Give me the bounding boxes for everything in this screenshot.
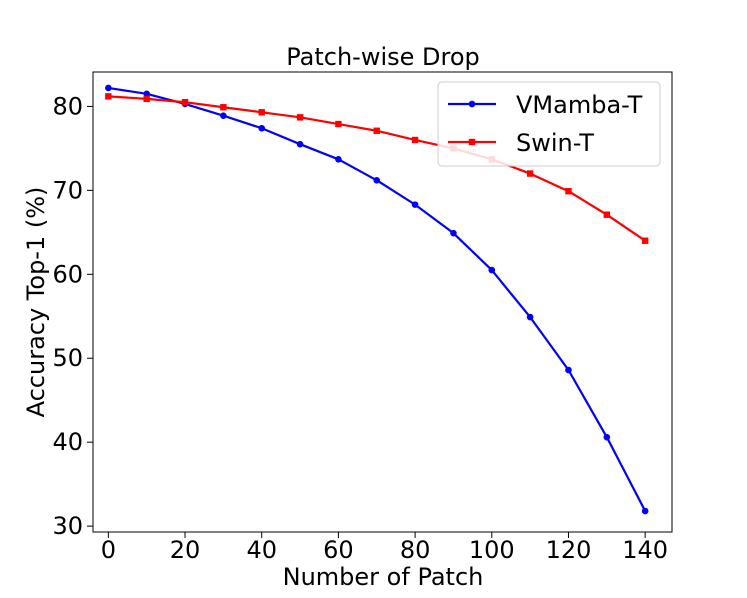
legend: VMamba-T Swin-T — [437, 81, 661, 167]
y-tick-label: 60 — [52, 260, 83, 288]
data-point-vmamba-t — [143, 90, 150, 98]
data-point-swin-t — [258, 109, 265, 116]
series-layer — [105, 84, 649, 515]
data-point-vmamba-t — [526, 313, 534, 321]
data-point-swin-t — [411, 136, 419, 144]
data-point-vmamba-t — [373, 176, 381, 184]
y-tick-label: 40 — [52, 428, 83, 456]
data-point-swin-t — [220, 104, 227, 111]
data-point-vmamba-t — [105, 84, 112, 92]
data-point-vmamba-t — [258, 124, 266, 132]
x-tick-label: 80 — [400, 536, 431, 564]
x-axis-label: Number of Patch — [283, 563, 484, 591]
data-point-vmamba-t — [488, 266, 496, 274]
x-tick-label: 100 — [469, 536, 515, 564]
y-tick-label: 80 — [52, 92, 83, 120]
data-point-swin-t — [143, 95, 150, 103]
data-point-swin-t — [296, 114, 304, 121]
y-tick-label: 50 — [52, 344, 83, 372]
legend-label-vmamba-t: VMamba-T — [516, 91, 643, 119]
data-point-swin-t — [105, 93, 112, 100]
y-tick-label: 30 — [52, 512, 83, 540]
legend-marker-vmamba-t — [468, 100, 476, 108]
legend-entry-swin-t: Swin-T — [448, 129, 594, 157]
data-point-vmamba-t — [411, 201, 419, 208]
plot-area — [92, 71, 673, 533]
x-tick-label: 20 — [170, 536, 201, 564]
data-point-vmamba-t — [220, 112, 227, 119]
y-tick-label: 70 — [52, 176, 83, 204]
x-tick-label: 140 — [622, 536, 668, 564]
plot-frame — [92, 71, 673, 533]
x-axis: 0 20 40 60 80 100 120 140 — [101, 532, 668, 564]
legend-label-swin-t: Swin-T — [516, 129, 594, 157]
legend-entry-vmamba-t: VMamba-T — [448, 91, 643, 119]
data-point-swin-t — [641, 237, 649, 244]
y-axis: 30 40 50 60 70 80 — [52, 92, 93, 540]
data-point-swin-t — [335, 120, 342, 128]
data-point-vmamba-t — [603, 433, 611, 441]
data-point-swin-t — [526, 170, 534, 177]
series-vmamba-t — [105, 84, 649, 515]
data-point-vmamba-t — [450, 229, 457, 237]
data-point-swin-t — [565, 187, 572, 195]
data-point-vmamba-t — [335, 155, 342, 163]
x-tick-label: 60 — [323, 536, 354, 564]
data-point-swin-t — [181, 99, 189, 106]
x-tick-label: 0 — [101, 536, 116, 564]
chart-title: Patch-wise Drop — [286, 43, 480, 71]
data-point-vmamba-t — [296, 140, 304, 148]
data-point-swin-t — [373, 127, 380, 134]
y-axis-label: Accuracy Top-1 (%) — [22, 187, 50, 418]
data-point-swin-t — [603, 211, 611, 218]
x-tick-label: 120 — [546, 536, 592, 564]
x-tick-label: 40 — [246, 536, 277, 564]
legend-marker-swin-t — [468, 138, 476, 146]
data-point-vmamba-t — [565, 366, 572, 374]
data-point-vmamba-t — [641, 507, 649, 515]
